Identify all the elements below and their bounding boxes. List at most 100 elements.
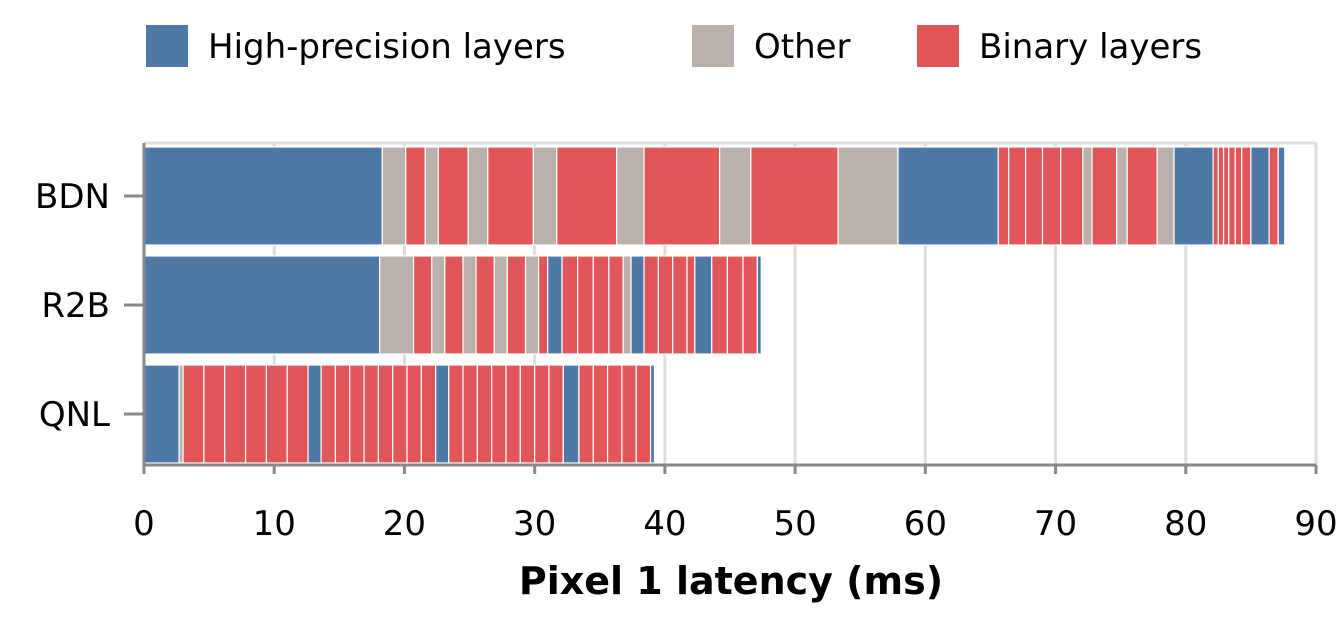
segment-bdn-20-other xyxy=(1082,146,1093,246)
segment-bdn-2-bin xyxy=(405,146,426,246)
segment-bdn-23-bin xyxy=(1126,146,1158,246)
x-tick-label-70: 70 xyxy=(1034,504,1077,544)
segment-r2b-21-bin xyxy=(686,255,696,355)
segment-bdn-25-hp xyxy=(1173,146,1214,246)
segment-qnl-31-bin xyxy=(635,364,652,464)
x-tick-label-60: 60 xyxy=(904,504,947,544)
segment-qnl-21-bin xyxy=(491,364,507,464)
legend-label-hp: High-precision layers xyxy=(208,27,566,67)
segment-qnl-2-bin xyxy=(182,364,205,464)
segment-qnl-32-hp xyxy=(649,364,656,464)
segment-bdn-22-other xyxy=(1116,146,1128,246)
segment-bdn-13-other xyxy=(837,146,899,246)
legend-label-bin: Binary layers xyxy=(979,27,1202,67)
segment-bdn-0-hp xyxy=(143,146,383,246)
segment-r2b-19-bin xyxy=(657,255,674,355)
segment-qnl-14-bin xyxy=(392,364,408,464)
chart-legend: High-precision layers Other Binary layers xyxy=(146,25,1202,67)
segment-r2b-25-bin xyxy=(742,255,758,355)
segment-qnl-0-hp xyxy=(143,364,180,464)
segment-qnl-26-hp xyxy=(562,364,580,464)
segment-qnl-25-bin xyxy=(548,364,564,464)
x-tick-label-20: 20 xyxy=(383,504,426,544)
segment-bdn-11-other xyxy=(718,146,752,246)
segment-bdn-15-bin xyxy=(997,146,1010,246)
segment-r2b-15-bin xyxy=(608,255,624,355)
segment-bdn-16-bin xyxy=(1008,146,1027,246)
segment-r2b-24-bin xyxy=(726,255,744,355)
segment-bdn-17-bin xyxy=(1025,146,1044,246)
x-tick-label-30: 30 xyxy=(513,504,556,544)
x-tick-label-50: 50 xyxy=(773,504,816,544)
segment-qnl-30-bin xyxy=(621,364,637,464)
segment-bdn-24-other xyxy=(1156,146,1175,246)
segment-qnl-27-bin xyxy=(578,364,594,464)
segment-r2b-4-bin xyxy=(444,255,464,355)
segment-qnl-23-bin xyxy=(519,364,536,464)
segment-bdn-19-bin xyxy=(1060,146,1084,246)
segment-r2b-1-other xyxy=(379,255,415,355)
segment-qnl-12-bin xyxy=(363,364,380,464)
segment-qnl-13-bin xyxy=(377,364,394,464)
segment-r2b-13-bin xyxy=(577,255,594,355)
segment-r2b-26-hp xyxy=(756,255,762,355)
x-tick-label-0: 0 xyxy=(133,504,155,544)
segment-r2b-22-hp xyxy=(694,255,713,355)
segment-bdn-28-bin xyxy=(1222,146,1230,246)
segment-r2b-0-hp xyxy=(143,255,381,355)
segment-r2b-18-bin xyxy=(643,255,659,355)
segment-r2b-20-bin xyxy=(672,255,688,355)
segment-r2b-3-other xyxy=(431,255,446,355)
segment-r2b-10-bin xyxy=(537,255,549,355)
segment-qnl-10-bin xyxy=(334,364,351,464)
bars xyxy=(143,146,1286,464)
segment-qnl-24-bin xyxy=(534,364,550,464)
y-axis: BDN R2B QNL xyxy=(35,177,144,435)
segment-bdn-6-bin xyxy=(487,146,534,246)
segment-bdn-4-bin xyxy=(437,146,469,246)
segment-qnl-18-bin xyxy=(448,364,464,464)
bar-r2b xyxy=(143,255,762,355)
x-axis-title: Pixel 1 latency (ms) xyxy=(519,559,943,603)
segment-r2b-8-bin xyxy=(506,255,527,355)
segment-qnl-19-bin xyxy=(462,364,478,464)
segment-qnl-29-bin xyxy=(606,364,623,464)
segment-bdn-14-hp xyxy=(897,146,999,246)
segment-bdn-34-hp xyxy=(1277,146,1286,246)
segment-qnl-7-bin xyxy=(286,364,309,464)
segment-r2b-23-bin xyxy=(711,255,728,355)
segment-r2b-12-bin xyxy=(561,255,579,355)
x-tick-label-90: 90 xyxy=(1294,504,1337,544)
segment-r2b-9-other xyxy=(524,255,540,355)
segment-bdn-21-bin xyxy=(1091,146,1118,246)
segment-r2b-14-bin xyxy=(592,255,610,355)
segment-qnl-11-bin xyxy=(349,364,365,464)
segment-bdn-29-bin xyxy=(1228,146,1236,246)
x-tick-label-10: 10 xyxy=(253,504,296,544)
segment-qnl-17-hp xyxy=(435,364,450,464)
bar-qnl xyxy=(143,364,656,464)
segment-r2b-11-hp xyxy=(547,255,563,355)
legend-swatch-hp xyxy=(146,25,188,67)
segment-bdn-9-other xyxy=(616,146,645,246)
legend-swatch-other xyxy=(692,25,734,67)
legend-label-other: Other xyxy=(754,27,851,67)
segment-qnl-22-bin xyxy=(505,364,521,464)
segment-bdn-12-bin xyxy=(750,146,839,246)
segment-r2b-16-other xyxy=(622,255,632,355)
segment-qnl-16-bin xyxy=(420,364,437,464)
segment-qnl-20-bin xyxy=(476,364,493,464)
bar-bdn xyxy=(143,146,1286,246)
segment-qnl-8-hp xyxy=(307,364,322,464)
segment-qnl-9-bin xyxy=(320,364,337,464)
segment-bdn-18-bin xyxy=(1041,146,1062,246)
segment-bdn-31-bin xyxy=(1241,146,1252,246)
x-axis: 0 10 20 30 40 50 60 70 80 90 xyxy=(133,465,1338,544)
segment-qnl-15-bin xyxy=(406,364,422,464)
x-tick-label-40: 40 xyxy=(643,504,686,544)
segment-bdn-10-bin xyxy=(643,146,721,246)
y-tick-label-qnl: QNL xyxy=(39,395,110,435)
segment-bdn-7-other xyxy=(532,146,558,246)
segment-qnl-3-bin xyxy=(203,364,226,464)
